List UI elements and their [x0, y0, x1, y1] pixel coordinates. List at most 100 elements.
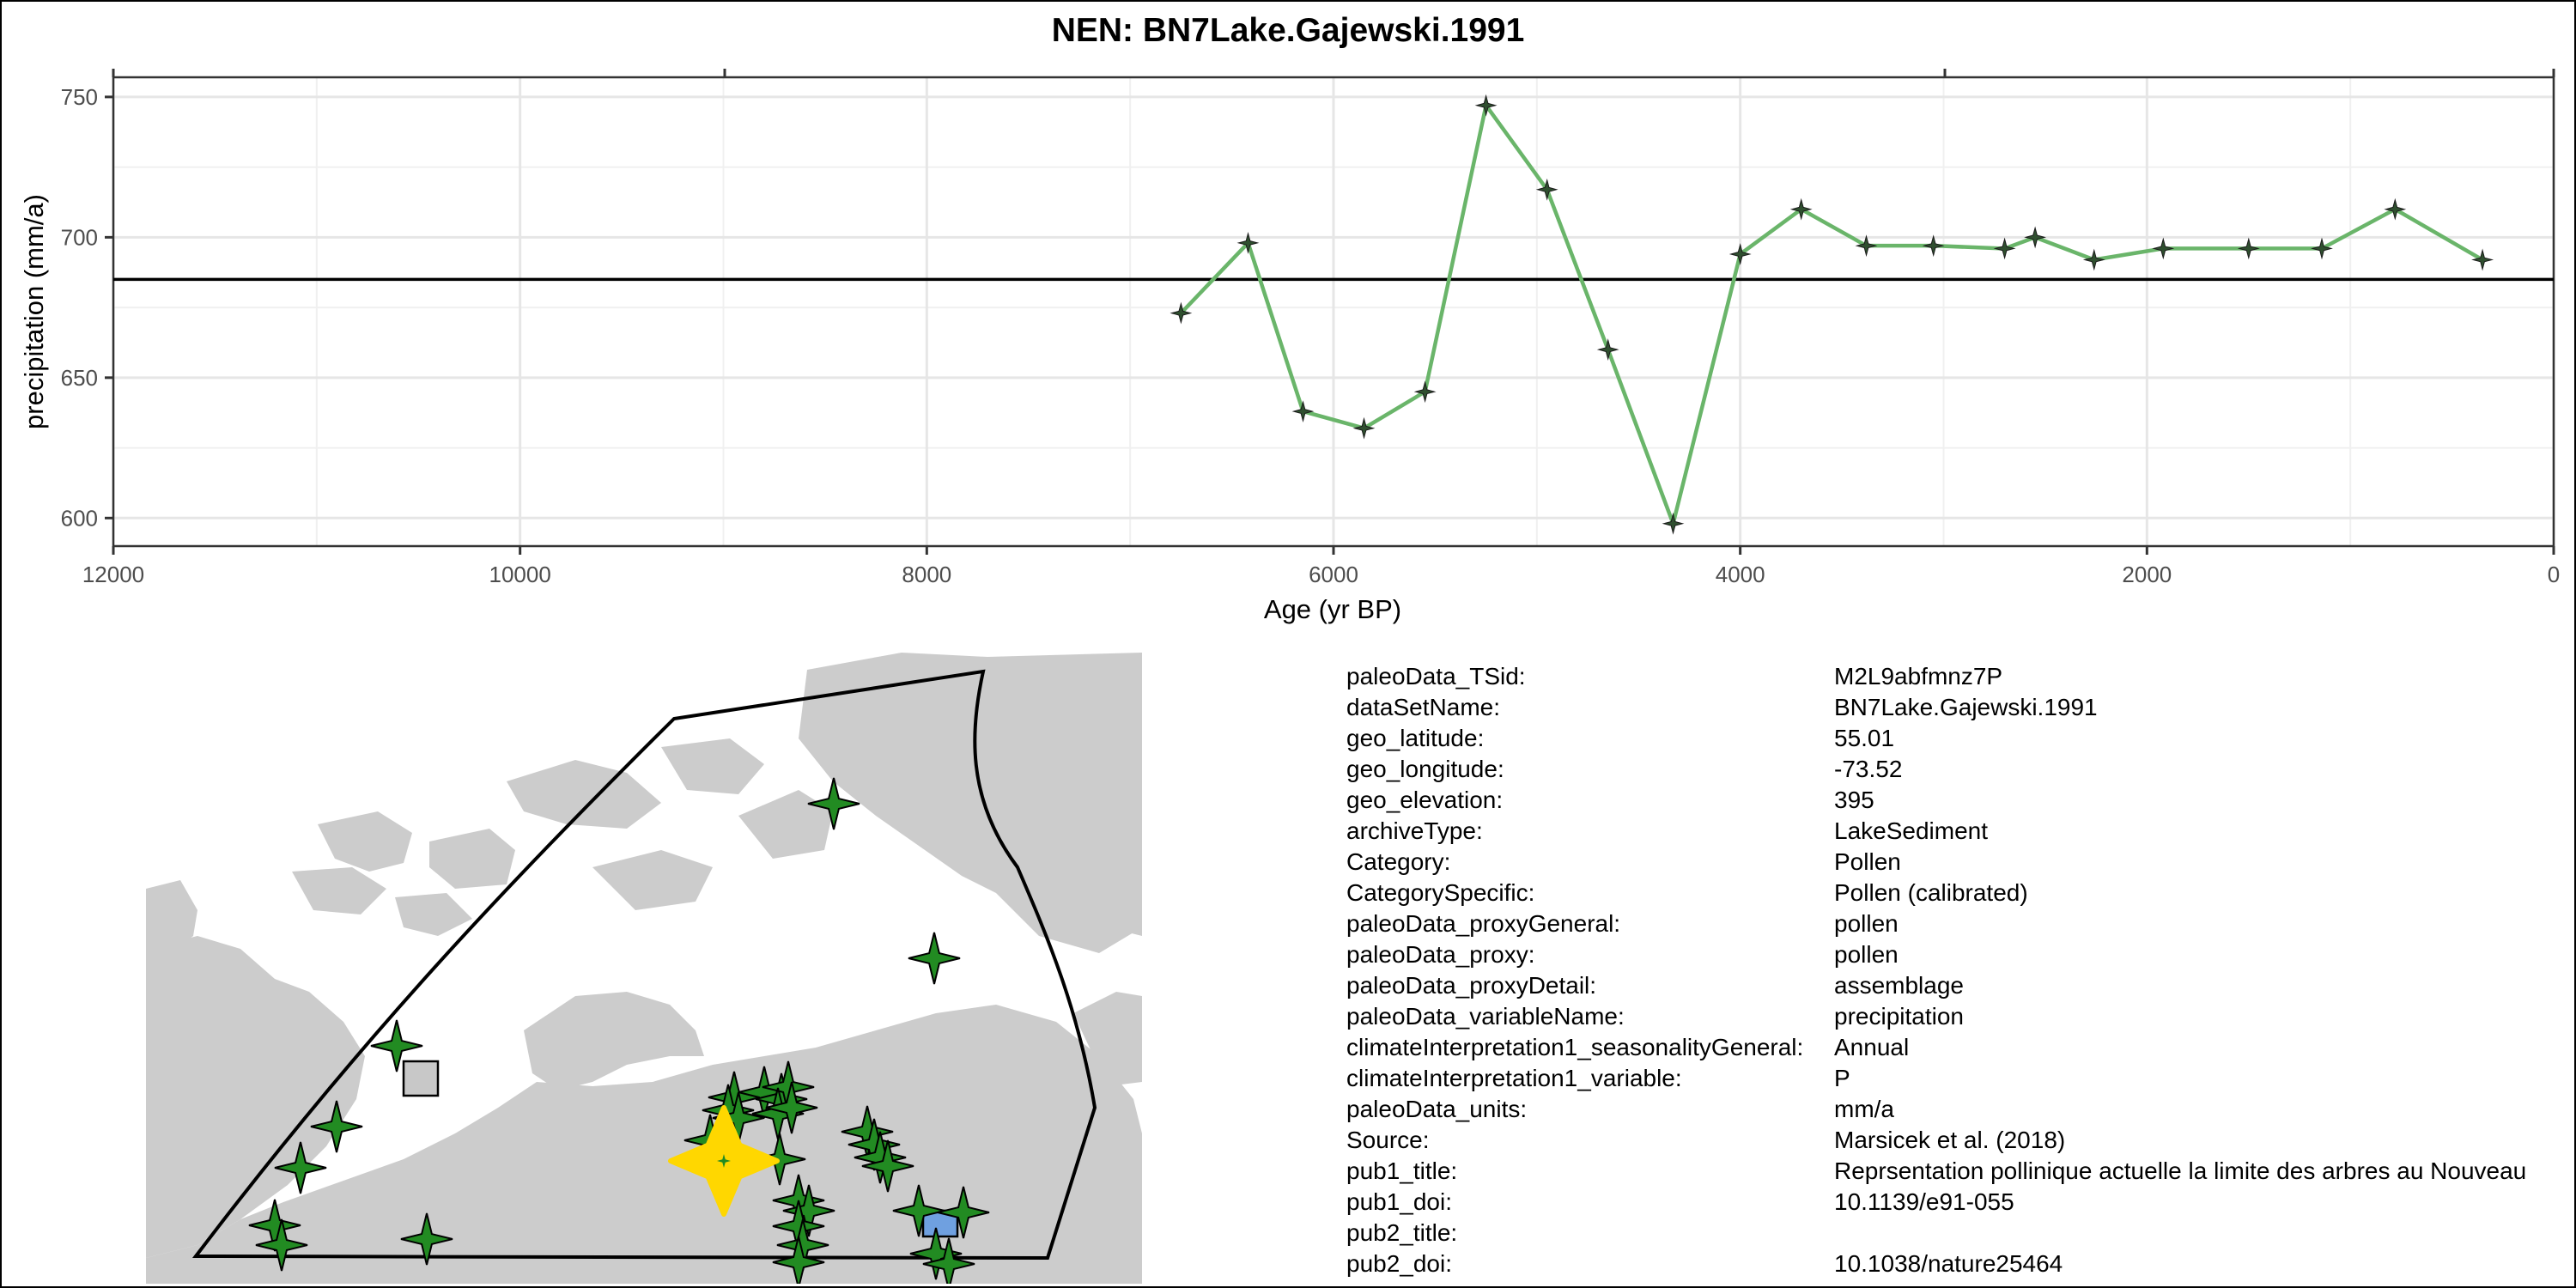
y-tick-label: 700 — [61, 224, 98, 250]
data-point — [1170, 301, 1193, 325]
grid-major — [112, 77, 2555, 546]
series-line — [1179, 100, 2484, 531]
site-marker-star — [908, 932, 961, 985]
data-point — [1413, 380, 1437, 404]
site-marker-star — [922, 1237, 975, 1284]
data-point — [2237, 237, 2260, 260]
highlight-site-center — [717, 1154, 731, 1168]
data-point — [1596, 338, 1619, 361]
data-point — [1922, 234, 1945, 258]
x-tick-label: 2000 — [2122, 562, 2172, 587]
metadata-value: M2L9abfmnz7P — [1834, 663, 2003, 690]
land-mass — [146, 936, 365, 1258]
data-point — [2384, 197, 2407, 221]
metadata-key: climateInterpretation1_variable: — [1346, 1065, 1682, 1091]
data-point — [2152, 237, 2175, 260]
land-mass — [592, 850, 713, 910]
y-tick-label: 600 — [61, 505, 98, 531]
metadata-value: pollen — [1834, 910, 1899, 937]
metadata-value: assemblage — [1834, 972, 1964, 999]
metadata-key: pub2_doi: — [1346, 1250, 1453, 1277]
metadata-value: -73.52 — [1834, 756, 1903, 782]
land-mass — [292, 867, 386, 914]
metadata-key: dataSetName: — [1346, 694, 1500, 720]
site-marker-star — [765, 1081, 818, 1134]
data-point — [2471, 248, 2494, 271]
data-point — [1236, 231, 1260, 254]
metadata-key: CategorySpecific: — [1346, 879, 1535, 906]
metadata-key: climateInterpretation1_seasonalityGenera… — [1346, 1034, 1804, 1060]
metadata-key: pub1_title: — [1346, 1157, 1458, 1184]
chart-plot: 12000 10000 8000 6000 4000 2000 0 600 650 700 750 A… — [19, 69, 2560, 624]
metadata-value: P — [1834, 1065, 1850, 1091]
metadata-value: 395 — [1834, 787, 1874, 813]
land-mass — [1073, 992, 1142, 1086]
data-point — [1535, 178, 1558, 201]
x-tick-label: 4000 — [1716, 562, 1765, 587]
data-point — [1291, 400, 1315, 423]
metadata-value: 55.01 — [1834, 725, 1895, 751]
site-marker-star — [400, 1212, 453, 1266]
site-marker-star — [807, 777, 860, 830]
land-mass — [738, 790, 833, 859]
land-mass — [1013, 756, 1082, 816]
metadata-value: Pollen (calibrated) — [1834, 879, 2028, 906]
x-tick-label: 6000 — [1309, 562, 1358, 587]
metadata-value: 10.1038/nature25464 — [1834, 1250, 2063, 1277]
metadata-value: Annual — [1834, 1034, 1910, 1060]
data-point — [1474, 94, 1498, 117]
metadata-value: 10.1139/e91-055 — [1834, 1188, 2014, 1215]
metadata-key: geo_longitude: — [1346, 756, 1504, 782]
y-tick-label: 750 — [61, 84, 98, 110]
metadata-key: paleoData_units: — [1346, 1096, 1528, 1122]
metadata-table: paleoData_TSid: M2L9abfmnz7P dataSetName: B… — [1346, 661, 2573, 1283]
x-axis-label: Age (yr BP) — [1264, 594, 1401, 624]
site-marker-star — [255, 1218, 308, 1272]
metadata-key: geo_latitude: — [1346, 725, 1485, 751]
y-tick-label: 650 — [61, 365, 98, 391]
data-point — [2311, 237, 2333, 260]
metadata-key: geo_elevation: — [1346, 787, 1504, 813]
metadata-key: paleoData_proxyGeneral: — [1346, 910, 1621, 937]
land-mass — [507, 760, 661, 829]
x-tick-label: 12000 — [82, 562, 144, 587]
region-outline — [191, 669, 1097, 1261]
data-point — [1789, 197, 1813, 221]
x-tick-label: 0 — [2548, 562, 2560, 587]
data-point — [1662, 512, 1685, 535]
metadata-key: paleoData_TSid: — [1346, 663, 1526, 690]
land-mass — [1086, 850, 1142, 936]
data-point — [2024, 226, 2047, 249]
site-marker-star — [248, 1199, 301, 1252]
site-marker-star — [274, 1141, 327, 1194]
data-point — [2082, 248, 2105, 271]
metadata-value: Marsicek et al. (2018) — [1834, 1127, 2066, 1153]
metadata-key: Source: — [1346, 1127, 1430, 1153]
site-marker-star — [370, 1019, 423, 1072]
data-point — [1728, 243, 1752, 265]
metadata-key: paleoData_proxyDetail: — [1346, 972, 1597, 999]
site-map — [146, 653, 1142, 1284]
metadata-key: archiveType: — [1346, 817, 1483, 844]
metadata-key: pub2_title: — [1346, 1219, 1458, 1246]
metadata-value: BN7Lake.Gajewski.1991 — [1834, 694, 2098, 720]
land-mass — [799, 653, 1142, 953]
metadata-value: Reprsentation pollinique actuelle la lim… — [1834, 1157, 2527, 1184]
metadata-value: mm/a — [1834, 1096, 1894, 1122]
data-point — [1352, 416, 1376, 440]
site-marker-star — [937, 1186, 990, 1239]
chart-title: NEN: BN7Lake.Gajewski.1991 — [1051, 12, 1525, 49]
metadata-key: Category: — [1346, 848, 1451, 875]
site-marker-star — [892, 1184, 945, 1237]
land-mass — [146, 1005, 1142, 1284]
data-point — [1855, 234, 1878, 258]
land-mass — [318, 811, 412, 872]
land-mass — [661, 738, 764, 794]
x-tick-label: 8000 — [902, 562, 951, 587]
y-axis-label: precipitation (mm/a) — [19, 194, 49, 429]
site-marker-star — [861, 1139, 914, 1193]
land-mass — [146, 880, 197, 953]
site-marker-star — [848, 1118, 901, 1171]
metadata-key: pub1_doi: — [1346, 1188, 1453, 1215]
